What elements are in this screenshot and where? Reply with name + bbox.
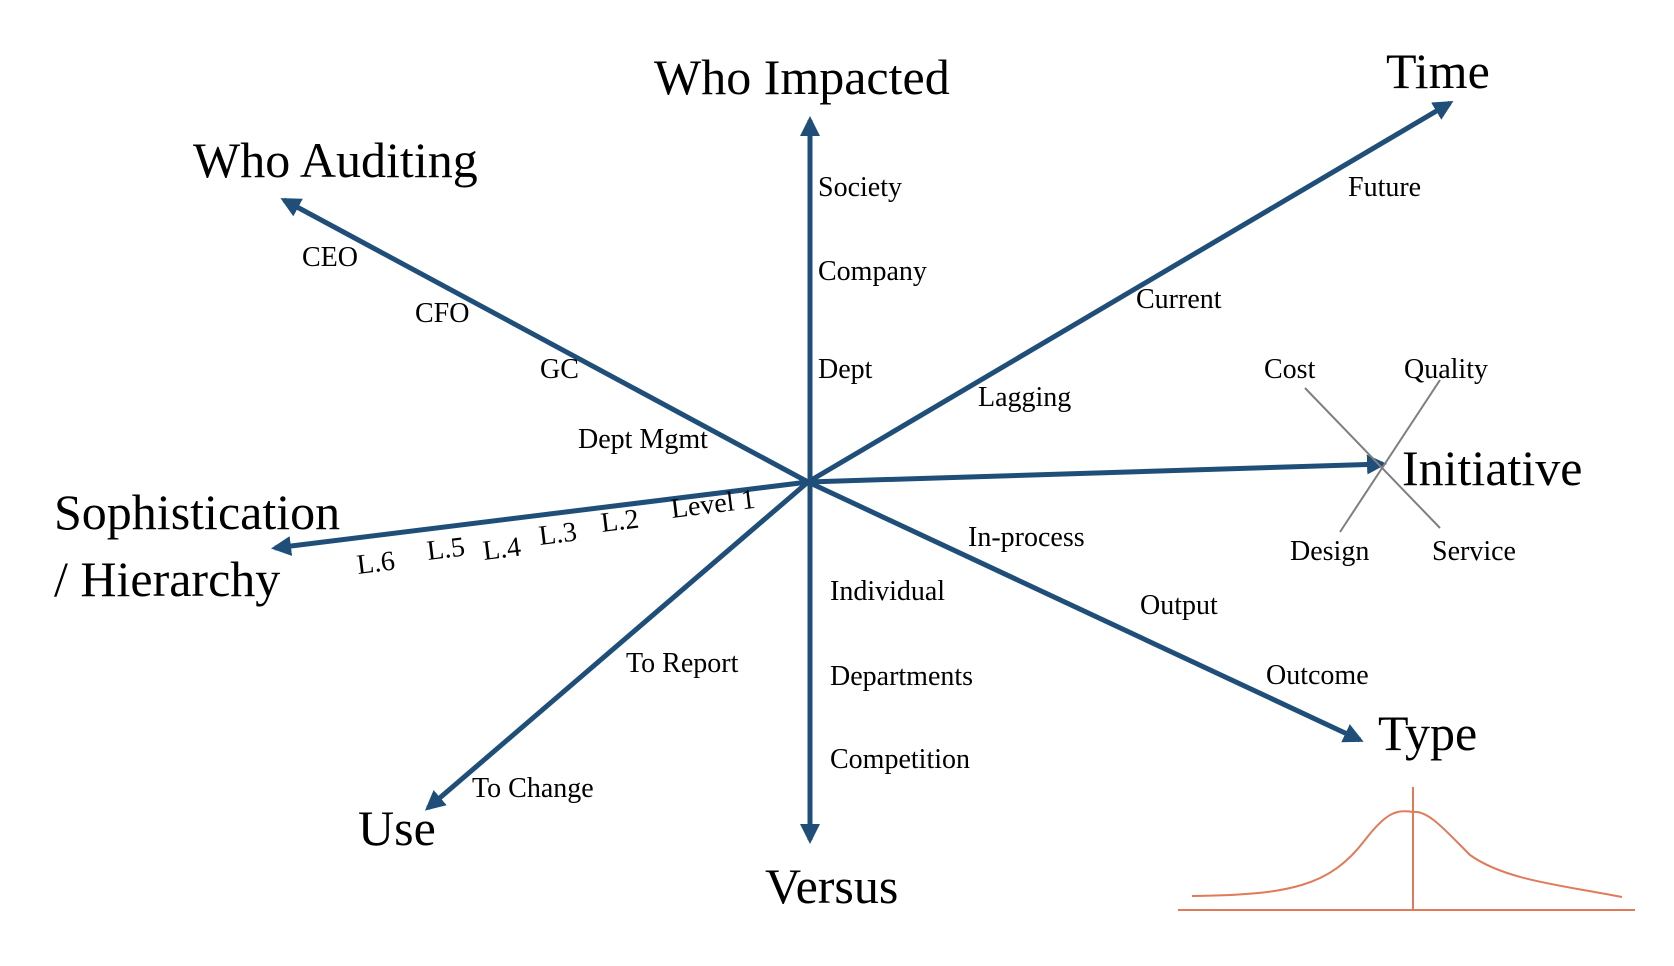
- time-axis-arrow: [806, 100, 1454, 485]
- initiative-axis-arrow: [807, 454, 1387, 485]
- label-departments: Departments: [830, 661, 973, 692]
- label-cost: Cost: [1264, 354, 1316, 385]
- label-dept-mgmt: Dept Mgmt: [578, 424, 708, 455]
- label-level-1: Level 1: [669, 484, 757, 525]
- label-l3: L.3: [537, 517, 579, 552]
- initiative-labels: Cost Quality Design Service: [1264, 354, 1516, 567]
- label-ceo: CEO: [302, 242, 358, 273]
- who-auditing-title: Who Auditing: [193, 132, 478, 188]
- sophistication-labels: Level 1 L.2 L.3 L.4 L.5 L.6: [355, 484, 757, 581]
- sophistication-title-line2: / Hierarchy: [54, 551, 280, 607]
- axis-arrows: [271, 100, 1454, 844]
- label-l6: L.6: [355, 546, 397, 581]
- sophistication-axis-arrow: [271, 479, 809, 556]
- use-labels: To Report To Change: [472, 648, 739, 804]
- type-title: Type: [1378, 705, 1477, 761]
- distribution-curve-icon: [1178, 787, 1635, 911]
- label-individual: Individual: [830, 576, 945, 607]
- label-dept: Dept: [818, 354, 873, 385]
- initiative-cross-line-b: [1339, 379, 1441, 533]
- use-title: Use: [358, 800, 436, 856]
- label-outcome: Outcome: [1266, 660, 1369, 691]
- initiative-cross-line-a: [1304, 387, 1441, 529]
- label-l5: L.5: [425, 532, 467, 567]
- type-axis-arrow: [806, 479, 1364, 743]
- label-service: Service: [1432, 536, 1516, 567]
- who-impacted-title: Who Impacted: [654, 49, 950, 105]
- time-title: Time: [1386, 43, 1490, 99]
- label-l4: L.4: [481, 532, 523, 567]
- label-company: Company: [818, 256, 927, 287]
- label-output: Output: [1140, 590, 1218, 621]
- who-impacted-labels: Society Company Dept Individual Departme…: [818, 172, 973, 775]
- sophistication-title-line1: Sophistication: [54, 484, 340, 540]
- label-design: Design: [1290, 536, 1369, 567]
- label-competition: Competition: [830, 744, 970, 775]
- label-current: Current: [1136, 284, 1222, 315]
- label-to-report: To Report: [626, 648, 739, 679]
- who-auditing-axis-arrow: [280, 197, 810, 485]
- curve-line: [1191, 810, 1623, 898]
- axis-titles: Who Impacted Versus Time Who Auditing So…: [54, 43, 1583, 914]
- label-cfo: CFO: [415, 298, 469, 329]
- who-auditing-labels: CEO CFO GC Dept Mgmt: [302, 242, 708, 455]
- label-in-process: In-process: [968, 522, 1085, 553]
- initiative-title: Initiative: [1402, 440, 1583, 496]
- versus-title: Versus: [765, 858, 898, 914]
- label-gc: GC: [540, 354, 579, 385]
- type-labels: In-process Output Outcome: [968, 522, 1369, 691]
- label-to-change: To Change: [472, 773, 594, 804]
- time-labels: Future Current Lagging: [978, 172, 1421, 413]
- initiative-cross: [1304, 379, 1441, 533]
- label-quality: Quality: [1404, 354, 1488, 385]
- label-future: Future: [1348, 172, 1421, 203]
- label-lagging: Lagging: [978, 382, 1071, 413]
- use-axis-arrow: [424, 480, 810, 811]
- label-society: Society: [818, 172, 902, 203]
- label-l2: L.2: [599, 504, 641, 539]
